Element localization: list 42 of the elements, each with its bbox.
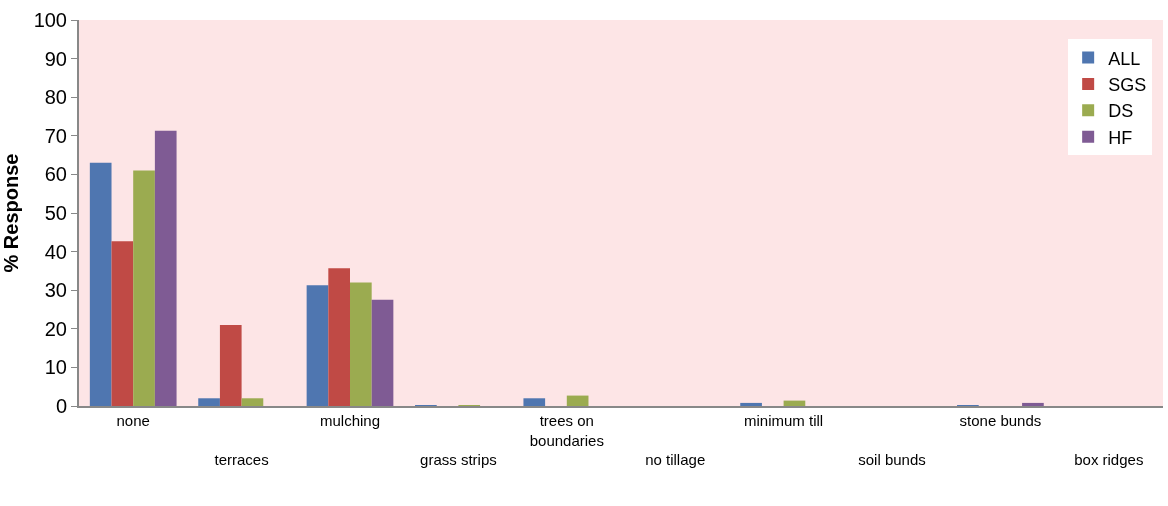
bar bbox=[306, 285, 329, 406]
y-tick-label: 0 bbox=[55, 395, 67, 417]
y-tick-label: 70 bbox=[44, 124, 67, 147]
x-tick-label: trees on boundaries bbox=[529, 412, 604, 449]
bar bbox=[133, 170, 155, 406]
y-axis-title: % Response bbox=[0, 153, 22, 273]
y-tick-label: 50 bbox=[44, 202, 67, 224]
x-tick-label: terraces bbox=[214, 451, 269, 468]
legend-label: SGS bbox=[1108, 74, 1147, 95]
bar bbox=[111, 241, 134, 406]
legend-label: DS bbox=[1108, 101, 1134, 122]
bar bbox=[198, 398, 220, 406]
y-tick-label: 60 bbox=[44, 163, 67, 186]
y-tick-label: 90 bbox=[44, 47, 67, 70]
legend-label: ALL bbox=[1108, 48, 1141, 69]
bar bbox=[350, 282, 372, 406]
x-tick-label: none bbox=[116, 412, 150, 429]
x-tick-label: mulching bbox=[319, 412, 381, 429]
y-tick-label: 20 bbox=[44, 317, 67, 340]
x-tick-label: box ridges bbox=[1074, 451, 1144, 468]
legend-label: HF bbox=[1108, 127, 1133, 148]
bar bbox=[219, 324, 242, 406]
y-tick-label: 10 bbox=[44, 356, 67, 379]
bar bbox=[328, 268, 350, 406]
y-tick-label: 30 bbox=[44, 279, 67, 302]
x-tick-label: minimum till bbox=[744, 412, 824, 429]
bar bbox=[523, 398, 546, 406]
bar bbox=[566, 395, 589, 406]
bar bbox=[371, 299, 394, 406]
x-tick-label: no tillage bbox=[645, 451, 706, 468]
bar bbox=[1022, 402, 1044, 406]
bar bbox=[154, 130, 177, 406]
x-tick-label: soil bunds bbox=[858, 451, 926, 468]
x-tick-label: stone bunds bbox=[959, 412, 1042, 429]
y-tick-label: 80 bbox=[44, 86, 67, 109]
bar bbox=[740, 402, 762, 406]
bar bbox=[783, 400, 806, 406]
y-tick-label: 100 bbox=[33, 9, 67, 31]
bar bbox=[241, 398, 264, 406]
bar bbox=[89, 162, 112, 406]
y-tick-label: 40 bbox=[44, 240, 67, 263]
x-tick-label: grass strips bbox=[420, 451, 497, 468]
